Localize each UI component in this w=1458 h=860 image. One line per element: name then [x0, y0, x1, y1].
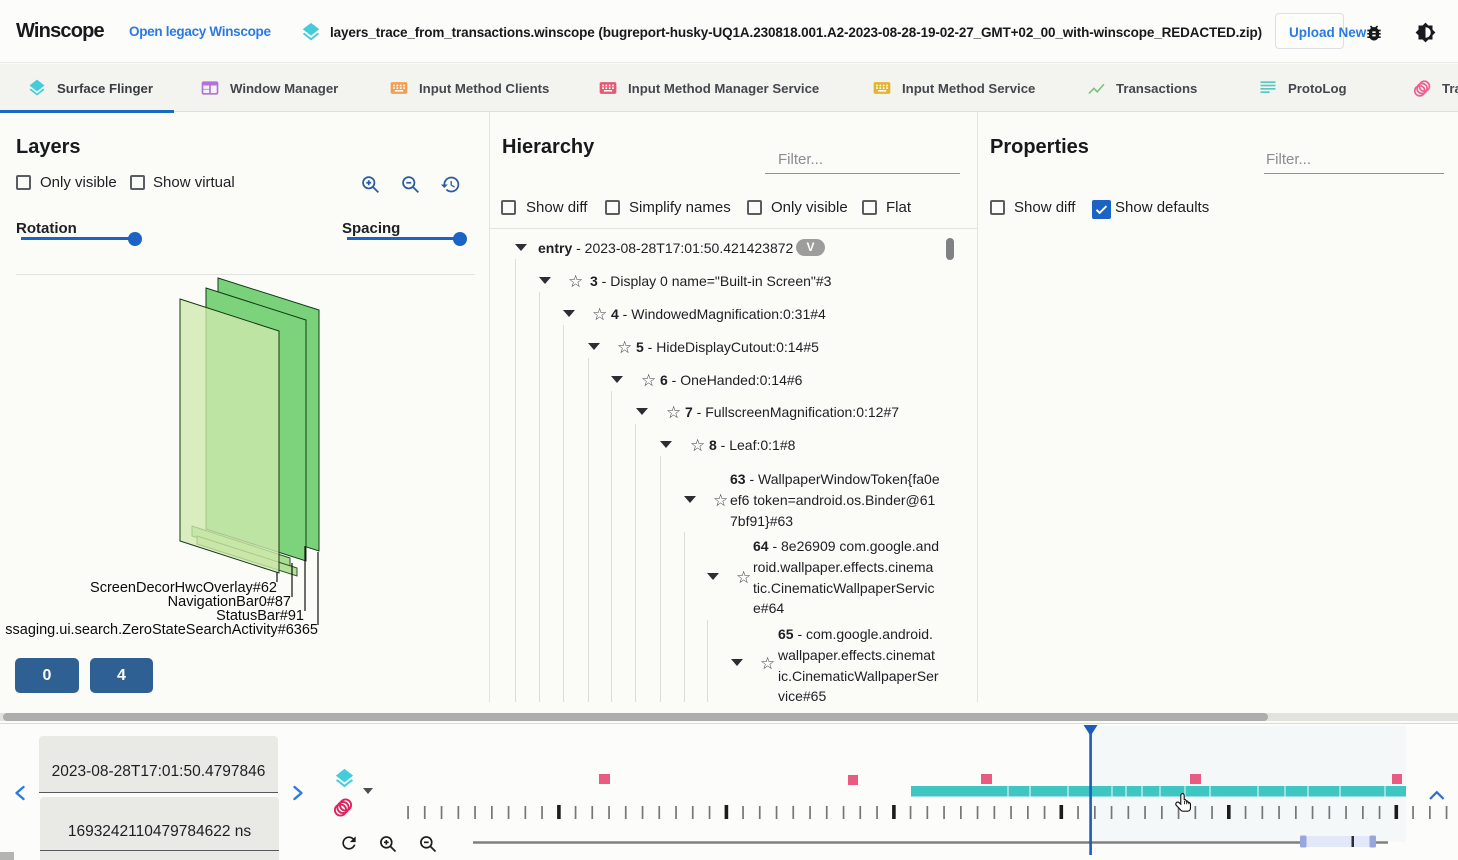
svg-text:StatusBar#91: StatusBar#91 [216, 608, 304, 624]
svg-text:NavigationBar0#87: NavigationBar0#87 [168, 594, 291, 610]
svg-text:ssaging.ui.search.ZeroStateSea: ssaging.ui.search.ZeroStateSearchActivit… [5, 622, 318, 638]
svg-text:ScreenDecorHwcOverlay#62: ScreenDecorHwcOverlay#62 [90, 580, 277, 596]
